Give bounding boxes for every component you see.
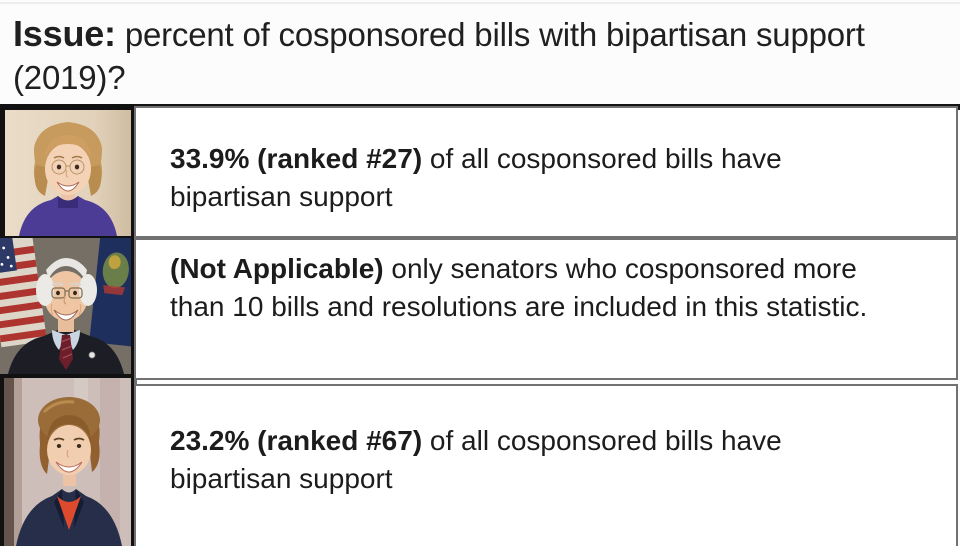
- title-issue-label: Issue:: [13, 13, 116, 54]
- senator-photo-warren: [5, 110, 131, 236]
- klobuchar-portrait-icon: [4, 378, 131, 546]
- stat-cell-warren: 33.9% (ranked #27) of all cosponsored bi…: [134, 106, 958, 238]
- senator-photo-sanders: [0, 238, 131, 374]
- stat-bold-value: (Not Applicable): [170, 253, 384, 284]
- stat-bold-value: 33.9% (ranked #27): [170, 143, 423, 174]
- stat-cell-sanders: (Not Applicable) only senators who cospo…: [134, 238, 958, 380]
- stat-rest-text: of all cosponsored bills have bipartisan…: [170, 425, 782, 494]
- stat-text: (Not Applicable) only senators who cospo…: [170, 250, 906, 326]
- title-line-1: Issue: percent of cosponsored bills with…: [13, 12, 957, 56]
- title-question: percent of cosponsored bills with bipart…: [115, 16, 865, 53]
- stat-text: 23.2% (ranked #67) of all cosponsored bi…: [170, 422, 906, 498]
- page-title: Issue: percent of cosponsored bills with…: [13, 12, 957, 99]
- senator-photo-klobuchar: [4, 378, 131, 546]
- stat-rest-text: only senators who cosponsored more than …: [170, 253, 868, 322]
- stat-cell-klobuchar: 23.2% (ranked #67) of all cosponsored bi…: [134, 384, 958, 546]
- stat-bold-value: 23.2% (ranked #67): [170, 425, 423, 456]
- sanders-portrait-icon: [0, 238, 131, 374]
- warren-portrait-icon: [5, 110, 131, 236]
- stat-text: 33.9% (ranked #27) of all cosponsored bi…: [170, 140, 906, 216]
- stat-rest-text: of all cosponsored bills have bipartisan…: [170, 143, 782, 212]
- top-border-line: [0, 2, 960, 4]
- title-line-2: (2019)?: [13, 59, 126, 96]
